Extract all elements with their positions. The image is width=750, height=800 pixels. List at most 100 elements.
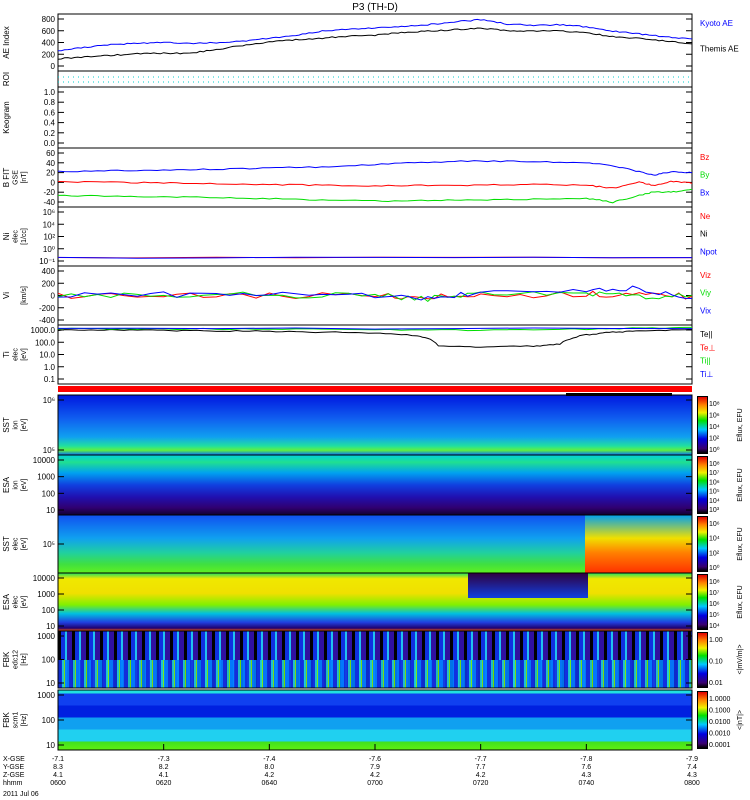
colorbar-tick: 0.0001 <box>709 742 731 749</box>
colorbar-tick: 10⁵ <box>709 612 720 619</box>
panel-frame <box>58 455 692 515</box>
y-tick-label: 10⁶ <box>43 396 55 405</box>
xaxis-tick-x: -7.3 <box>158 756 170 763</box>
xaxis-tick-t: 0740 <box>579 780 595 787</box>
y-tick-label: 10 <box>46 506 55 515</box>
panel-frame <box>58 573 692 631</box>
xaxis-tick-y: 7.9 <box>370 764 380 771</box>
y-tick-label: 10⁵ <box>43 446 55 455</box>
plot-overlay: SST ion [eV]10⁶10⁵Eflux, EFU10⁸10⁶10⁴10²10… <box>0 0 750 800</box>
y-tick-label: 10⁵ <box>43 540 55 549</box>
y-tick-label: 10000 <box>33 574 56 583</box>
colorbar-tick: 10⁴ <box>709 498 720 505</box>
xaxis-tick-x: -7.1 <box>52 756 64 763</box>
panel-frame <box>58 690 692 750</box>
panel-units: [eV] <box>21 538 28 551</box>
panel-units: [Hz] <box>21 653 28 666</box>
colorbar-tick: 10⁸ <box>709 401 720 408</box>
xaxis-tick-y: 7.6 <box>581 764 591 771</box>
colorbar-label: <|nT|> <box>737 710 744 730</box>
y-tick-label: 10 <box>46 741 55 750</box>
colorbar-tick: 10⁶ <box>709 479 720 486</box>
colorbar-tick: 10³ <box>709 507 720 514</box>
colorbar-tick: 1.0000 <box>709 696 731 703</box>
colorbar-tick: 0.10 <box>709 659 723 666</box>
xaxis-tick-y: 7.4 <box>687 764 697 771</box>
xaxis-row-label: hhmm <box>3 780 23 787</box>
xaxis-tick-x: -7.7 <box>475 756 487 763</box>
y-tick-label: 1000 <box>37 590 55 599</box>
colorbar-tick: 10⁷ <box>709 470 720 477</box>
summary-plot: P3 (TH-D) AE Index 800 600 400 200 0 Kyoto AE T… <box>0 0 750 800</box>
xaxis-tick-x: -7.6 <box>369 756 381 763</box>
xaxis-row-label: X-GSE <box>3 756 25 763</box>
colorbar-tick: 10² <box>709 550 720 557</box>
panel-units: [Hz] <box>21 714 28 727</box>
panel-ylabel-sub: edc12 <box>13 650 20 669</box>
colorbar-tick: 10⁸ <box>709 461 720 468</box>
colorbar-tick: 10⁴ <box>709 623 720 630</box>
colorbar-tick: 10⁷ <box>709 590 720 597</box>
black-status-bar <box>566 393 672 396</box>
colorbar-tick: 10² <box>709 436 720 443</box>
colorbar-label: <|mV/m|> <box>737 644 744 674</box>
colorbar-tick: 0.0100 <box>709 719 731 726</box>
panel-ylabel: FBK <box>2 651 11 667</box>
colorbar-label: Eflux, EFU <box>737 527 744 560</box>
xaxis-tick-z: 4.2 <box>264 772 274 779</box>
y-tick-label: 10 <box>46 622 55 631</box>
xaxis-tick-t: 0800 <box>684 780 700 787</box>
colorbar-tick: 1.00 <box>709 637 723 644</box>
colorbar-tick: 10⁵ <box>709 489 720 496</box>
colorbar-tick: 10⁶ <box>709 413 720 420</box>
panel-ylabel-sub: elec <box>13 595 20 608</box>
panel-ylabel: SST <box>2 536 11 552</box>
xaxis-row-label: Z-GSE <box>3 772 25 779</box>
colorbar-tick: 10⁴ <box>709 424 720 431</box>
y-tick-label: 100 <box>42 716 56 725</box>
xaxis-tick-y: 8.2 <box>159 764 169 771</box>
y-tick-label: 10000 <box>33 456 56 465</box>
colorbar-tick: 10⁸ <box>709 579 720 586</box>
colorbar-tick: 10⁴ <box>709 536 720 543</box>
panel-ylabel-sub: elec <box>13 537 20 550</box>
xaxis-tick-t: 0600 <box>50 780 66 787</box>
y-tick-label: 100 <box>42 656 56 665</box>
xaxis-tick-x: -7.9 <box>686 756 698 763</box>
panel-ylabel: ESA <box>2 593 11 610</box>
xaxis-tick-t: 0620 <box>156 780 172 787</box>
panel-ylabel-sub: scm1 <box>13 712 20 729</box>
xaxis-date: 2011 Jul 06 <box>3 791 39 798</box>
panel-ylabel: SST <box>2 417 11 433</box>
xaxis-tick-t: 0640 <box>262 780 278 787</box>
y-tick-label: 1000 <box>37 632 55 641</box>
xaxis-tick-x: -7.8 <box>580 756 592 763</box>
xaxis-tick-t: 0720 <box>473 780 489 787</box>
colorbar-tick: 0.1000 <box>709 708 731 715</box>
xaxis-tick-z: 4.2 <box>476 772 486 779</box>
xaxis-tick-z: 4.3 <box>581 772 591 779</box>
xaxis-tick-z: 4.1 <box>159 772 169 779</box>
xaxis-tick-t: 0700 <box>367 780 383 787</box>
colorbar-label: Eflux, EFU <box>737 585 744 618</box>
panel-frame <box>58 515 692 573</box>
xaxis-tick-x: -7.4 <box>263 756 275 763</box>
y-tick-label: 100 <box>42 489 56 498</box>
panel-units: [eV] <box>21 596 28 609</box>
panel-frame <box>58 631 692 688</box>
xaxis-tick-z: 4.1 <box>53 772 63 779</box>
xaxis-row-label: Y-GSE <box>3 764 24 771</box>
colorbar-tick: 0.0010 <box>709 731 731 738</box>
y-tick-label: 1000 <box>37 473 55 482</box>
colorbar-tick: 0.01 <box>709 680 723 687</box>
colorbar-label: Eflux, EFU <box>737 408 744 441</box>
xaxis-tick-z: 4.3 <box>687 772 697 779</box>
panel-ylabel-sub: ion <box>13 420 20 429</box>
y-tick-label: 1000 <box>37 691 55 700</box>
panel-frame <box>58 395 692 455</box>
y-tick-label: 100 <box>42 606 56 615</box>
y-tick-label: 10 <box>46 679 55 688</box>
colorbar-label: Eflux, EFU <box>737 468 744 501</box>
colorbar-tick: 10⁰ <box>709 446 720 454</box>
panel-ylabel: FBK <box>2 712 11 728</box>
